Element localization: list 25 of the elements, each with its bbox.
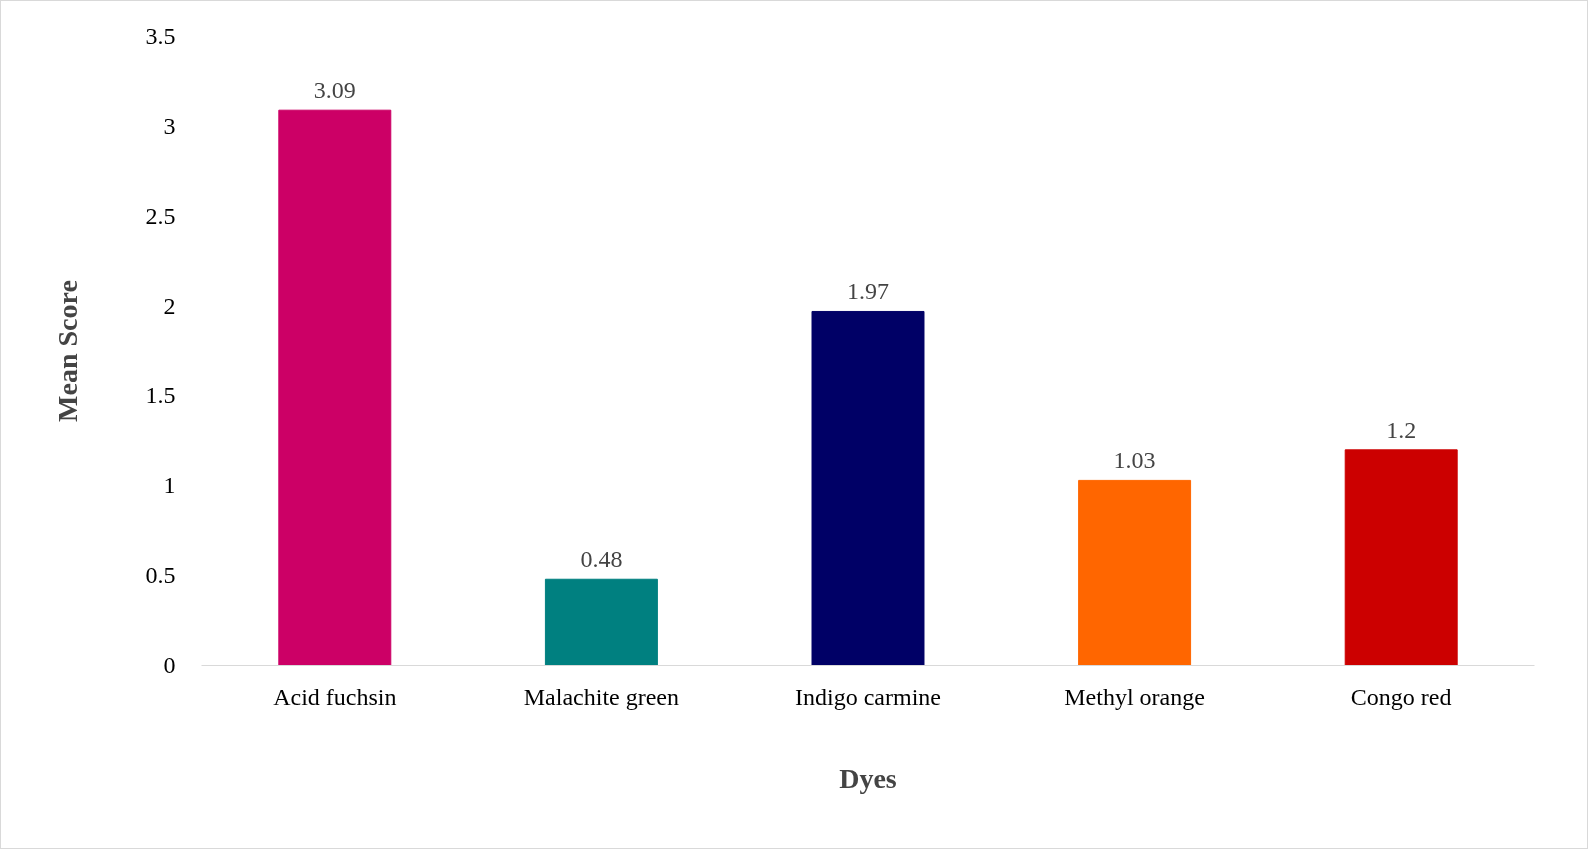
bar: [544, 578, 658, 666]
bar: [1344, 449, 1458, 666]
data-label: 1.97: [847, 278, 889, 305]
y-tick-label: 1.5: [145, 382, 176, 409]
x-tick-label: Malachite green: [523, 683, 680, 710]
bar: [1078, 479, 1192, 666]
bar: [278, 109, 392, 666]
y-tick-label: 3: [163, 112, 176, 139]
y-tick-label: 2: [163, 292, 176, 319]
y-tick-label: 0: [163, 652, 176, 678]
x-tick-label: Congo red: [1350, 683, 1452, 710]
x-axis-title: Dyes: [839, 762, 897, 794]
y-axis-title: Mean Score: [51, 280, 83, 422]
y-tick-label: 2.5: [145, 202, 176, 229]
x-tick-label: Indigo carmine: [795, 683, 941, 710]
x-tick-label: Methyl orange: [1064, 683, 1205, 710]
y-tick-label: 0.5: [145, 562, 176, 589]
x-tick-label: Acid fuchsin: [273, 683, 397, 710]
y-tick-label: 3.5: [145, 23, 176, 49]
data-label: 3.09: [313, 77, 356, 104]
data-label: 0.48: [580, 546, 623, 573]
data-label: 1.2: [1386, 416, 1417, 443]
data-label: 1.03: [1113, 447, 1156, 474]
bar: [811, 310, 925, 666]
y-tick-label: 1: [163, 472, 176, 499]
